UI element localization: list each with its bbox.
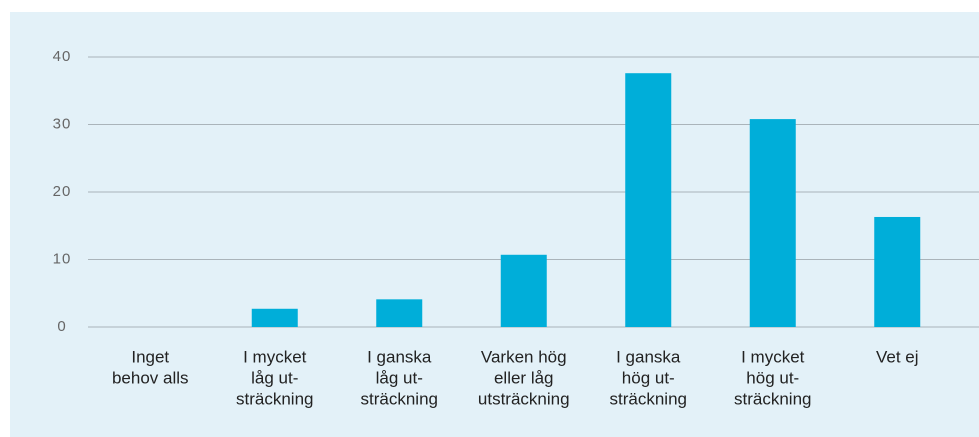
x-tick-label: I mycket: [741, 347, 805, 366]
bar: [251, 308, 298, 327]
x-tick-label: I mycket: [243, 347, 307, 366]
x-tick-label: sträckning: [610, 389, 687, 408]
bar: [625, 73, 672, 327]
y-tick-label: 0: [57, 318, 66, 335]
bar: [376, 299, 423, 327]
x-tick-label: sträckning: [236, 389, 313, 408]
bar: [500, 254, 547, 327]
x-tick-label: Vet ej: [876, 347, 919, 366]
y-tick-label: 20: [53, 183, 72, 200]
x-tick-label: hög ut-: [622, 368, 675, 387]
x-tick-label: behov alls: [112, 368, 189, 387]
chart-background: [10, 12, 979, 437]
x-tick-label: låg ut-: [251, 368, 298, 387]
x-tick-label: eller låg: [494, 368, 554, 387]
x-tick-label: I ganska: [367, 347, 432, 366]
y-tick-label: 10: [53, 250, 72, 267]
bar: [749, 119, 796, 327]
x-tick-label: Varken hög: [481, 347, 567, 366]
x-tick-label: Inget: [131, 347, 169, 366]
x-tick-label: I ganska: [616, 347, 681, 366]
x-tick-label: hög ut-: [746, 368, 799, 387]
x-tick-label: sträckning: [734, 389, 811, 408]
y-tick-label: 30: [53, 115, 72, 132]
bar: [874, 216, 921, 327]
x-tick-label: låg ut-: [376, 368, 423, 387]
x-tick-label: utsträckning: [478, 389, 570, 408]
y-tick-label: 40: [53, 48, 72, 65]
x-tick-label: sträckning: [361, 389, 438, 408]
